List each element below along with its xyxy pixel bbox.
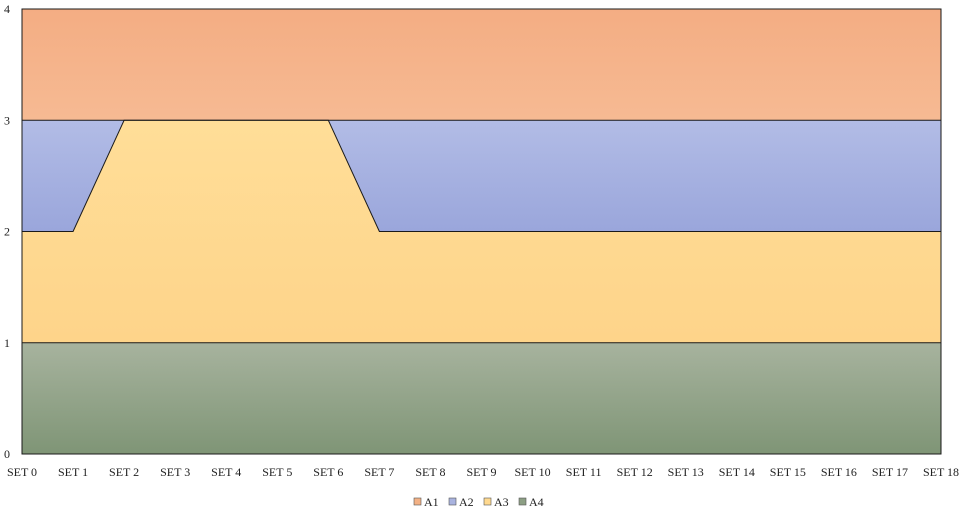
legend-label: A1	[424, 495, 439, 509]
x-tick-label: SET 4	[211, 465, 241, 479]
y-tick-label: 0	[4, 447, 10, 461]
y-tick-label: 3	[4, 113, 10, 127]
legend: A1 A2 A3 A4	[413, 495, 544, 509]
x-tick-label: SET 1	[58, 465, 88, 479]
legend-swatch-a1	[413, 497, 422, 506]
x-tick-label: SET 7	[364, 465, 394, 479]
legend-label: A4	[529, 495, 544, 509]
legend-label: A3	[494, 495, 509, 509]
x-tick-label: SET 3	[160, 465, 190, 479]
x-tick-label: SET 8	[415, 465, 445, 479]
legend-label: A2	[459, 495, 474, 509]
y-tick-label: 1	[4, 336, 10, 350]
x-tick-label: SET 18	[923, 465, 959, 479]
areas-layer	[22, 8, 941, 454]
x-tick-label: SET 6	[313, 465, 343, 479]
x-tick-label: SET 14	[719, 465, 755, 479]
x-tick-label: SET 17	[872, 465, 908, 479]
labels-layer: 0 1 2 3 4 SET 0 SET 1 SET 2 SET 3 SET 4 SET 5 SET 6…	[4, 2, 959, 479]
x-tick-label: SET 15	[770, 465, 806, 479]
legend-swatch-a4	[518, 497, 527, 506]
x-tick-label: SET 5	[262, 465, 292, 479]
legend-swatch-a3	[483, 497, 492, 506]
legend-item-a4: A4	[518, 495, 544, 509]
x-tick-label: SET 12	[617, 465, 653, 479]
axes-layer	[21, 8, 942, 455]
legend-swatch-a2	[448, 497, 457, 506]
y-tick-label: 2	[4, 225, 10, 239]
x-tick-label: SET 9	[466, 465, 496, 479]
x-tick-label: SET 16	[821, 465, 857, 479]
legend-item-a3: A3	[483, 495, 509, 509]
legend-item-a2: A2	[448, 495, 474, 509]
x-tick-label: SET 11	[566, 465, 602, 479]
area-a2	[22, 120, 941, 232]
area-a1	[22, 9, 941, 121]
y-tick-label: 4	[4, 2, 10, 16]
plot-frame	[21, 8, 942, 455]
x-tick-label: SET 0	[7, 465, 37, 479]
x-tick-label: SET 2	[109, 465, 139, 479]
legend-item-a1: A1	[413, 495, 439, 509]
area-a4	[22, 342, 941, 454]
x-tick-label: SET 10	[514, 465, 550, 479]
x-tick-label: SET 13	[668, 465, 704, 479]
